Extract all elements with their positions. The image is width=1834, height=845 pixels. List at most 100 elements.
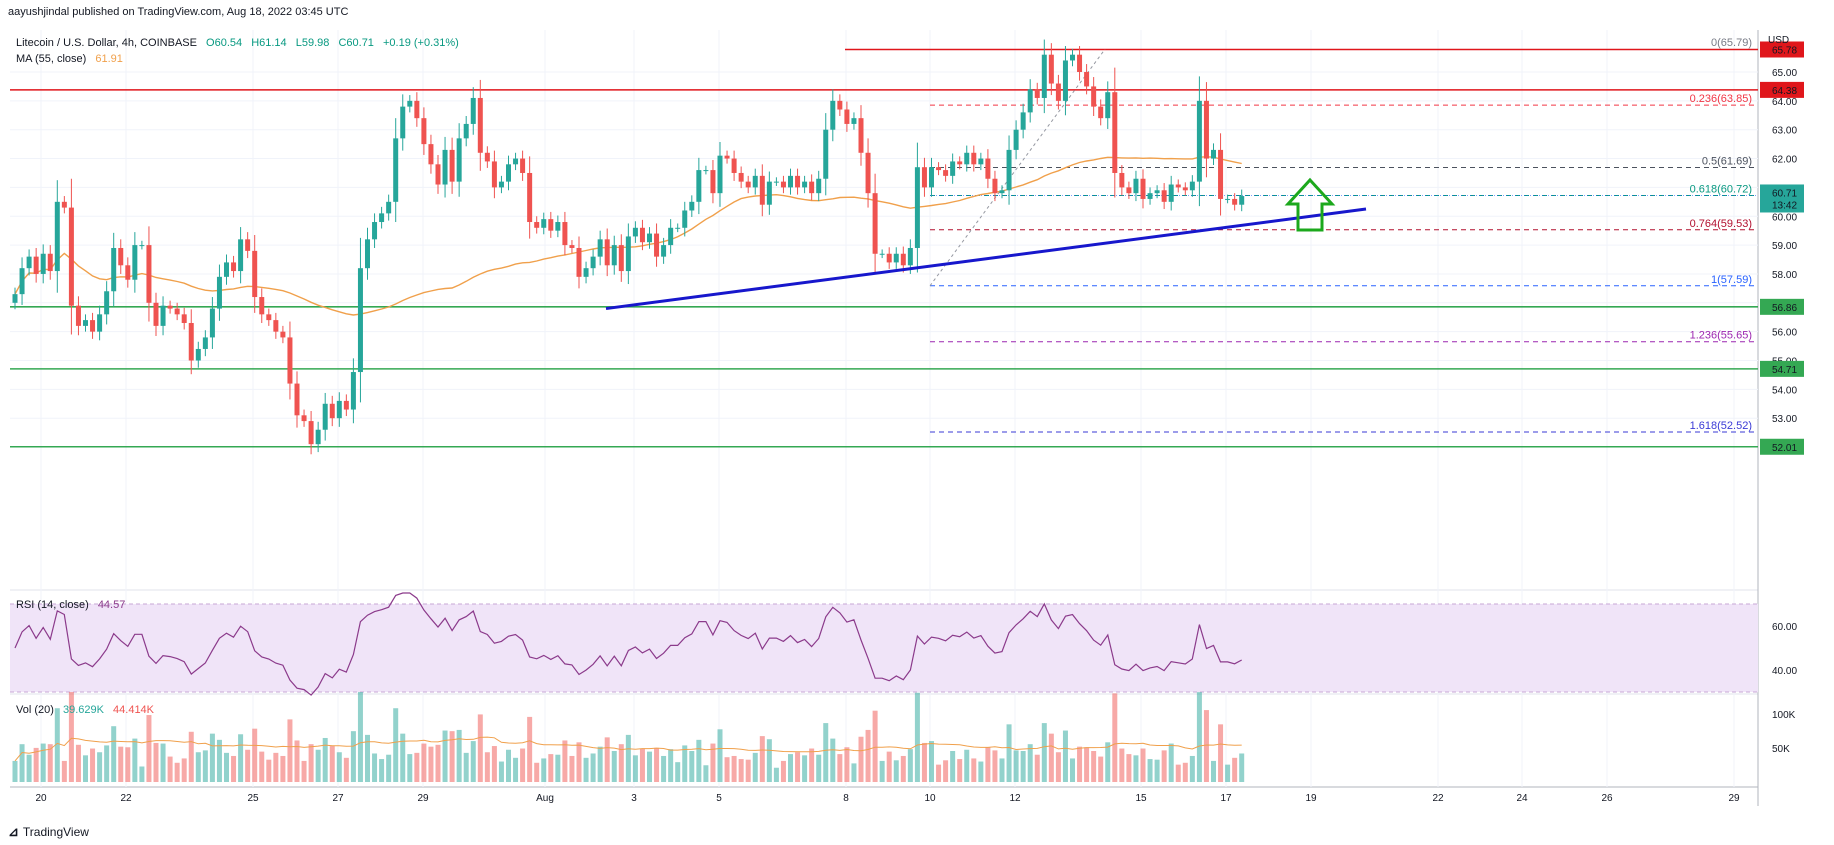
candle-body — [442, 149, 448, 185]
candle-body — [907, 247, 913, 266]
time-tick-label: 26 — [1601, 793, 1613, 804]
publish-header: aayushjindal published on TradingView.co… — [8, 6, 349, 18]
volume-bar — [1027, 744, 1033, 782]
candle-body — [844, 109, 850, 124]
volume-bar — [957, 759, 963, 782]
volume-bar — [731, 755, 737, 782]
volume-bar — [780, 760, 786, 782]
volume-bar — [202, 750, 208, 782]
volume-bar — [1105, 742, 1111, 782]
candle-body — [125, 265, 131, 280]
volume-bar — [195, 752, 201, 782]
volume-bar — [900, 755, 906, 782]
volume-bar — [893, 760, 899, 782]
candle-body — [12, 294, 18, 303]
candle-body — [322, 403, 328, 430]
price-marker-label: 65.78 — [1772, 45, 1797, 56]
current-price-box — [1760, 184, 1804, 213]
price-marker-label: 54.71 — [1772, 365, 1797, 376]
candle-body — [365, 239, 370, 269]
volume-bar — [301, 760, 307, 782]
volume-bar — [1211, 760, 1216, 782]
candle-body — [1112, 92, 1118, 173]
candle-body — [830, 100, 836, 130]
volume-bar — [1218, 724, 1224, 782]
candle-body — [83, 320, 88, 326]
candle-body — [527, 172, 533, 223]
candle-body — [308, 421, 314, 445]
candle-body — [661, 245, 667, 257]
volume-bar — [632, 755, 638, 782]
legend-ma: MA (55, close) 61.91 — [16, 53, 123, 65]
volume-bar — [97, 752, 103, 782]
volume-ma-line — [14, 736, 1242, 762]
price-tick-label: 54.00 — [1772, 385, 1797, 396]
candle-body — [886, 253, 892, 263]
volume-bar — [1006, 724, 1012, 782]
volume-bar — [1126, 754, 1132, 782]
candle-body — [788, 175, 793, 188]
volume-bar — [146, 715, 152, 782]
volume-bar — [851, 763, 857, 782]
volume-bar — [717, 729, 723, 782]
candle-body — [40, 253, 46, 274]
volume-bar — [583, 757, 589, 782]
volume-bar — [308, 744, 314, 782]
volume-bar — [830, 738, 836, 782]
candle-body — [1239, 196, 1245, 205]
candle-body — [921, 167, 927, 188]
fib-label-1.618: 1.618(52.52) — [1690, 420, 1752, 432]
candle-body — [766, 181, 772, 205]
candle-body — [1048, 54, 1054, 84]
volume-bar — [816, 754, 822, 782]
volume-bar — [809, 748, 815, 782]
rsi-tick-label: 40.00 — [1772, 666, 1797, 677]
candle-body — [759, 175, 765, 205]
volume-bar — [569, 755, 575, 782]
price-marker-box — [1760, 41, 1804, 58]
volume-bar — [1232, 757, 1238, 782]
candle-body — [710, 170, 716, 194]
volume-bar — [83, 755, 88, 782]
candle-body — [484, 152, 490, 162]
time-tick-label: 15 — [1135, 793, 1147, 804]
volume-bar — [1239, 753, 1245, 782]
volume-bar — [12, 760, 18, 782]
candle-body — [90, 320, 96, 332]
time-tick-label: 29 — [417, 793, 429, 804]
volume-bar — [1055, 752, 1061, 782]
volume-bar — [907, 749, 913, 782]
volume-bar — [604, 737, 610, 782]
volume-bar — [449, 731, 455, 782]
candle-body — [978, 158, 984, 165]
legend-symbol: Litecoin / U.S. Dollar, 4h, COINBASE O60… — [16, 37, 459, 49]
volume-bar — [759, 736, 765, 782]
candle-body — [865, 152, 871, 194]
price-marker-label: 64.38 — [1772, 86, 1797, 97]
candle-body — [315, 429, 321, 445]
volume-bar — [1196, 692, 1202, 782]
candle-body — [372, 222, 378, 240]
candle-body — [1161, 190, 1167, 202]
volume-bar — [752, 752, 758, 782]
fib-label-0.5: 0.5(61.69) — [1702, 155, 1752, 167]
volume-bar — [950, 751, 956, 782]
volume-bar — [132, 738, 138, 782]
volume-bar — [611, 751, 617, 782]
candle-body — [576, 247, 582, 277]
volume-bar — [400, 733, 406, 782]
candle-body — [167, 305, 173, 309]
candle-body — [1105, 92, 1111, 119]
candle-body — [583, 268, 589, 277]
volume-bar — [40, 743, 46, 782]
candle-body — [456, 138, 462, 182]
candle-body — [534, 222, 540, 228]
volume-bar — [682, 745, 688, 782]
volume-bar — [985, 747, 991, 782]
volume-bar — [315, 749, 321, 782]
tradingview-brand[interactable]: ⊿ TradingView — [8, 824, 89, 840]
candle-body — [1211, 149, 1216, 159]
volume-tick-label: 50K — [1772, 744, 1790, 755]
candle-body — [238, 239, 244, 272]
